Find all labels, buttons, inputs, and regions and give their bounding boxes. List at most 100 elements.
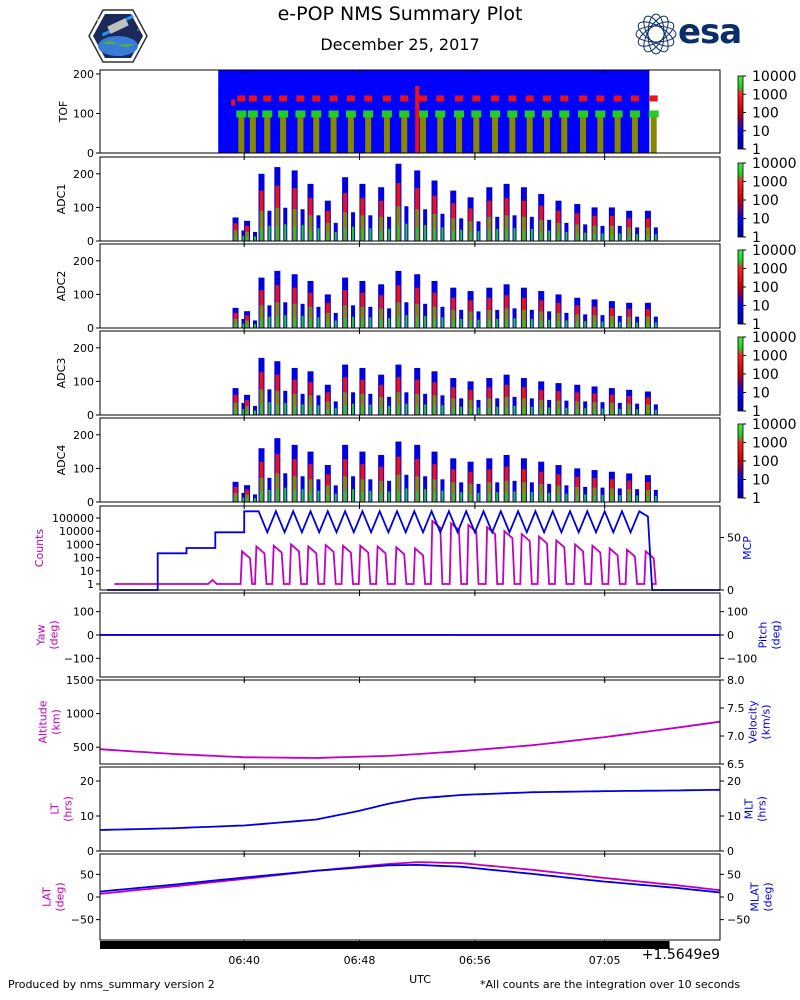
- lt_mlt-ytick-right-label: 0: [727, 845, 734, 858]
- adc2-subbar-green: [636, 322, 639, 328]
- adc1-bar-olive: [592, 225, 597, 241]
- adc4-bar-green: [416, 490, 419, 502]
- adc2-colorbar-label: 1: [752, 317, 761, 333]
- adc3-bar-green: [540, 408, 543, 415]
- lt_mlt-right-ylabel: MLT (hrs): [743, 796, 769, 822]
- lt_mlt-ytick-label: 0: [87, 845, 94, 858]
- yaw_pitch-ytick-right-label: 100: [727, 606, 748, 619]
- adc3-subbar-green: [584, 408, 587, 415]
- adc1-colorbar-bar: [737, 162, 744, 238]
- adc2-subbar-green: [254, 324, 256, 328]
- adc4-bar-olive: [292, 476, 297, 502]
- adc3-bar-green: [416, 405, 419, 415]
- adc2-subbar-green: [268, 316, 271, 328]
- adc4-bar-green: [344, 490, 347, 502]
- altitude_velocity-ytick-right-label: 6.5: [727, 758, 745, 771]
- tof-colorbar-label: 100: [752, 106, 779, 122]
- adc1-subbar-green: [388, 228, 391, 241]
- tof-band-peak: [559, 110, 570, 118]
- esa-logo-text: esa: [678, 12, 742, 52]
- counts-line: [114, 518, 657, 585]
- adc2-bar-green: [610, 322, 613, 328]
- x-tick-label: 06:48: [344, 954, 376, 967]
- altitude_velocity-left-ylabel-line: Altitude: [37, 700, 50, 743]
- adc2-bar-green: [380, 319, 383, 328]
- adc3-bar-green: [344, 404, 347, 415]
- adc3-bar-olive: [325, 401, 330, 415]
- adc4-bar-green: [361, 491, 364, 502]
- adc2-ylabel: ADC2: [55, 271, 68, 302]
- mcp-ylabel: MCP: [741, 536, 754, 560]
- counts-ylabel: Counts: [33, 529, 46, 568]
- adc4-bar-olive: [360, 479, 365, 502]
- adc1-subbar-green: [268, 225, 271, 241]
- adc4-subbar-green: [352, 489, 355, 502]
- adc1-bar-olive: [468, 221, 473, 241]
- yaw_pitch-ytick-right-label: 0: [727, 629, 734, 642]
- tof-band-peak: [295, 110, 306, 118]
- tof-band-high: [418, 95, 427, 102]
- adc4-ytick-label: 100: [73, 462, 94, 475]
- adc1-colorbar-label: 10000: [752, 156, 797, 172]
- adc1-subbar-green: [301, 225, 304, 241]
- adc2-bar-green: [260, 317, 263, 328]
- adc1-colorbar-label: 10: [752, 212, 770, 228]
- tof-band-peak: [541, 110, 552, 118]
- tof-band-high: [329, 95, 338, 102]
- adc3-bar-green: [276, 404, 279, 415]
- adc3-bar-olive: [432, 395, 437, 415]
- adc4-ylabel-line: ADC4: [55, 445, 68, 476]
- adc4-subbar-green: [530, 492, 533, 502]
- adc3-bar-olive: [396, 392, 401, 415]
- tof-band-high: [560, 95, 569, 102]
- adc1-bar-olive: [245, 231, 250, 241]
- adc3-bar-olive: [343, 392, 348, 415]
- tof-band-peak: [612, 110, 623, 118]
- adc1-subbar-blue: [253, 231, 257, 241]
- lat_mlat-ytick-label: 50: [80, 868, 94, 881]
- counts-ytick-label: 1000: [66, 538, 94, 551]
- tof-colorbar-label: 1: [752, 142, 761, 158]
- lat_mlat-left-ylabel-line: (deg): [54, 882, 67, 911]
- adc3-bar-green: [326, 408, 329, 415]
- adc4-subbar-green: [618, 495, 621, 502]
- tof-ylabel-line: TOF: [57, 101, 70, 124]
- adc3-bar-olive: [521, 398, 526, 415]
- counts-ytick-label: 1: [87, 578, 94, 591]
- adc3-bar-green: [610, 409, 613, 415]
- adc2-subbar-green: [352, 316, 355, 328]
- tof-band-high: [263, 95, 272, 102]
- esa-logo: esa: [634, 12, 750, 56]
- adc2-bar-olive: [259, 305, 264, 328]
- adc2-bar-olive: [609, 315, 614, 328]
- tof-band-high: [296, 95, 305, 102]
- adc1-colorbar-label: 1: [752, 230, 761, 246]
- tof-band-peak: [595, 110, 606, 118]
- altitude_velocity-right-ylabel: Velocity (km/s): [747, 700, 773, 744]
- adc2-colorbar-label: 10: [752, 299, 770, 315]
- adc4-bar-green: [293, 490, 296, 502]
- adc4-bar-olive: [521, 482, 526, 502]
- adc4-bar-olive: [575, 486, 580, 502]
- adc4-subbar-green: [388, 491, 391, 502]
- adc3-bar-olive: [233, 402, 238, 415]
- adc4-subbar-green: [477, 492, 480, 502]
- adc4-colorbar-label: 10: [752, 473, 770, 489]
- adc4-bar-olive: [592, 487, 597, 502]
- adc2-bar-olive: [539, 311, 544, 328]
- adc1-bar-green: [380, 230, 383, 241]
- adc3-subbar-green: [601, 408, 604, 415]
- adc4-colorbar-label: 1: [752, 491, 761, 507]
- adc3-subbar-green: [405, 403, 408, 415]
- tof-band: [473, 113, 480, 153]
- lat_mlat-ytick-right-label: −50: [727, 914, 750, 927]
- adc4-colorbar-label: 100: [752, 454, 779, 470]
- adc2-subbar-green: [334, 320, 337, 328]
- x-tick-label: 06:56: [459, 954, 491, 967]
- adc2-subbar-blue: [459, 309, 464, 328]
- lat_mlat-left-ylabel: LAT (deg): [41, 882, 67, 911]
- lt_mlt-mlt-line: [99, 788, 721, 831]
- adc1-bar-green: [276, 226, 279, 241]
- adc3-bar-green: [397, 404, 400, 415]
- tof-band-peak: [247, 110, 258, 118]
